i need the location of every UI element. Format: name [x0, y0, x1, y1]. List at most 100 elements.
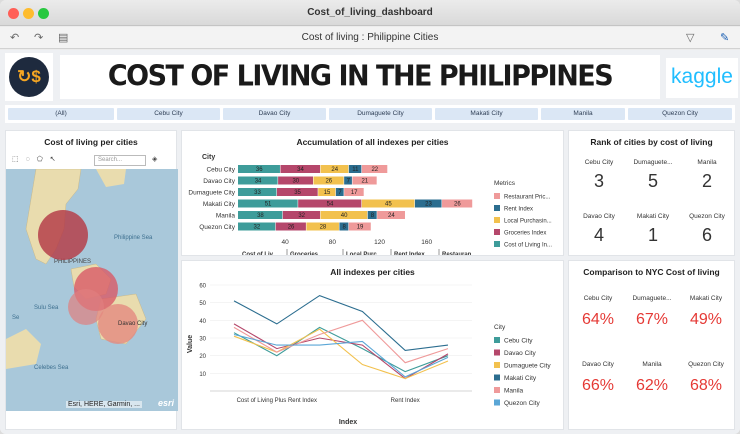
polygon-select-icon[interactable]: ⬠ — [36, 156, 43, 163]
bar-segment[interactable] — [344, 176, 352, 185]
legend-swatch — [494, 399, 500, 406]
map-search-input[interactable]: Search... — [94, 155, 146, 166]
bubble-dumaguete[interactable] — [68, 289, 104, 325]
bar-column-header: Groceries ... — [290, 252, 325, 255]
bar-segment[interactable] — [442, 199, 473, 208]
filter-item-cebu[interactable]: Cebu City — [117, 108, 220, 120]
series-line[interactable] — [233, 319, 449, 364]
rect-select-icon[interactable]: ⬚ — [12, 156, 19, 163]
bar-category-label: Dumaguete City — [188, 190, 235, 197]
map-canvas[interactable]: Philippine Sea PHILIPPINES Sulu Sea Cele… — [6, 169, 178, 411]
maximize-window-button[interactable] — [38, 8, 49, 19]
sheet-list-icon[interactable]: ▤ — [58, 32, 69, 44]
legend-label: Makati City — [504, 375, 537, 382]
bar-segment[interactable] — [348, 165, 362, 173]
minimize-window-button[interactable] — [23, 8, 34, 19]
bar-segment[interactable] — [344, 188, 364, 196]
legend-swatch — [494, 387, 500, 393]
filter-item-manila[interactable]: Manila — [541, 108, 625, 120]
compare-city-label: Dumaguete... — [632, 295, 672, 302]
bar-data-label: 28 — [320, 225, 327, 231]
bar-data-label: 35 — [294, 190, 301, 196]
bubble-davao[interactable] — [98, 304, 138, 344]
bar-segment[interactable] — [352, 176, 377, 185]
bar-segment[interactable] — [280, 165, 321, 173]
bar-segment[interactable] — [276, 188, 318, 196]
bar-segment[interactable] — [320, 165, 349, 173]
bar-category-label: Makati City — [203, 201, 236, 208]
series-line[interactable] — [233, 326, 449, 373]
metrics-legend-title: Metrics — [494, 180, 516, 187]
edit-icon[interactable]: ✎ — [720, 32, 730, 44]
bar-segment[interactable] — [306, 222, 339, 231]
line-x-axis-label: Index — [339, 419, 357, 426]
bar-segment[interactable] — [238, 188, 277, 196]
redo-icon[interactable]: ↷ — [34, 32, 44, 44]
workbook-title: Cost of living : Philippine Cities — [301, 32, 439, 43]
bar-segment[interactable] — [278, 176, 313, 185]
legend-label: Restaurant Pric... — [504, 195, 551, 201]
bubble-manila-quezon[interactable] — [38, 210, 88, 260]
rank-panel-title: Rank of cities by cost of living — [590, 137, 713, 147]
rank-city-label: Davao City — [583, 213, 615, 220]
bar-segment[interactable] — [361, 199, 415, 208]
undo-icon[interactable]: ↶ — [10, 32, 20, 44]
compare-value: 62% — [635, 377, 669, 394]
filter-item-quezon[interactable]: Quezon City — [628, 108, 732, 120]
bar-segment[interactable] — [238, 199, 298, 208]
series-line[interactable] — [233, 333, 449, 378]
bar-category-label: Manila — [216, 213, 236, 220]
bar-segment[interactable] — [238, 211, 283, 219]
bar-data-label: 21 — [361, 179, 368, 185]
filter-item-makati[interactable]: Makati City — [435, 108, 538, 120]
line-y-tick-label: 20 — [199, 354, 206, 360]
compare-city-label: Quezon City — [688, 361, 724, 368]
bar-data-label: 19 — [357, 225, 364, 231]
bar-segment[interactable] — [339, 222, 349, 231]
bar-segment[interactable] — [320, 211, 368, 219]
filter-item-all[interactable]: (All) — [8, 108, 114, 120]
bar-segment[interactable] — [298, 199, 362, 208]
bar-segment[interactable] — [282, 211, 321, 219]
sulu-sea-label: Sulu Sea — [34, 305, 59, 311]
bar-segment[interactable] — [238, 176, 278, 185]
rank-panel: Rank of cities by cost of living Cebu Ci… — [568, 130, 735, 256]
bar-segment[interactable] — [318, 188, 336, 196]
filter-item-davao[interactable]: Davao City — [223, 108, 326, 120]
close-window-button[interactable] — [8, 8, 19, 19]
bar-segment[interactable] — [238, 165, 280, 173]
lasso-select-icon[interactable]: ◌ — [25, 156, 30, 163]
series-line[interactable] — [233, 328, 449, 380]
filter-item-dumaguete[interactable]: Dumaguete City — [329, 108, 432, 120]
compare-city-label: Cebu City — [583, 295, 613, 302]
line-y-tick-label: 10 — [199, 372, 206, 378]
map-attribution: Esri, HERE, Garmin, ... — [66, 401, 142, 408]
bar-data-label: 17 — [351, 190, 358, 196]
legend-swatch — [494, 241, 500, 247]
filter-icon[interactable]: ▽ — [686, 32, 695, 44]
city-axis-title: City — [202, 154, 215, 161]
bar-data-label: 8 — [371, 213, 375, 219]
series-line[interactable] — [233, 323, 449, 380]
legend-swatch — [494, 349, 500, 356]
bar-segment[interactable] — [414, 199, 442, 208]
legend-label: Davao City — [504, 350, 537, 357]
philippines-label: PHILIPPINES — [54, 259, 91, 265]
bar-segment[interactable] — [275, 222, 306, 231]
bar-data-label: 7 — [347, 179, 351, 185]
bar-segment[interactable] — [348, 222, 371, 231]
rank-city-label: Cebu City — [584, 159, 614, 166]
pin-icon[interactable]: ↖ — [49, 156, 56, 163]
rank-city-label: Dumaguete... — [633, 159, 673, 166]
celebes-sea-label: Celebes Sea — [34, 365, 69, 371]
bar-segment[interactable] — [335, 188, 344, 196]
series-line[interactable] — [233, 294, 449, 351]
bar-segment[interactable] — [238, 222, 276, 231]
bar-segment[interactable] — [367, 211, 377, 219]
bar-data-label: 11 — [352, 167, 359, 173]
layers-icon[interactable]: ◈ — [152, 156, 158, 163]
bar-segment[interactable] — [377, 211, 405, 219]
bar-segment[interactable] — [313, 176, 344, 185]
bar-column-header: Cost of Liv... — [242, 252, 278, 255]
bar-segment[interactable] — [361, 165, 388, 173]
